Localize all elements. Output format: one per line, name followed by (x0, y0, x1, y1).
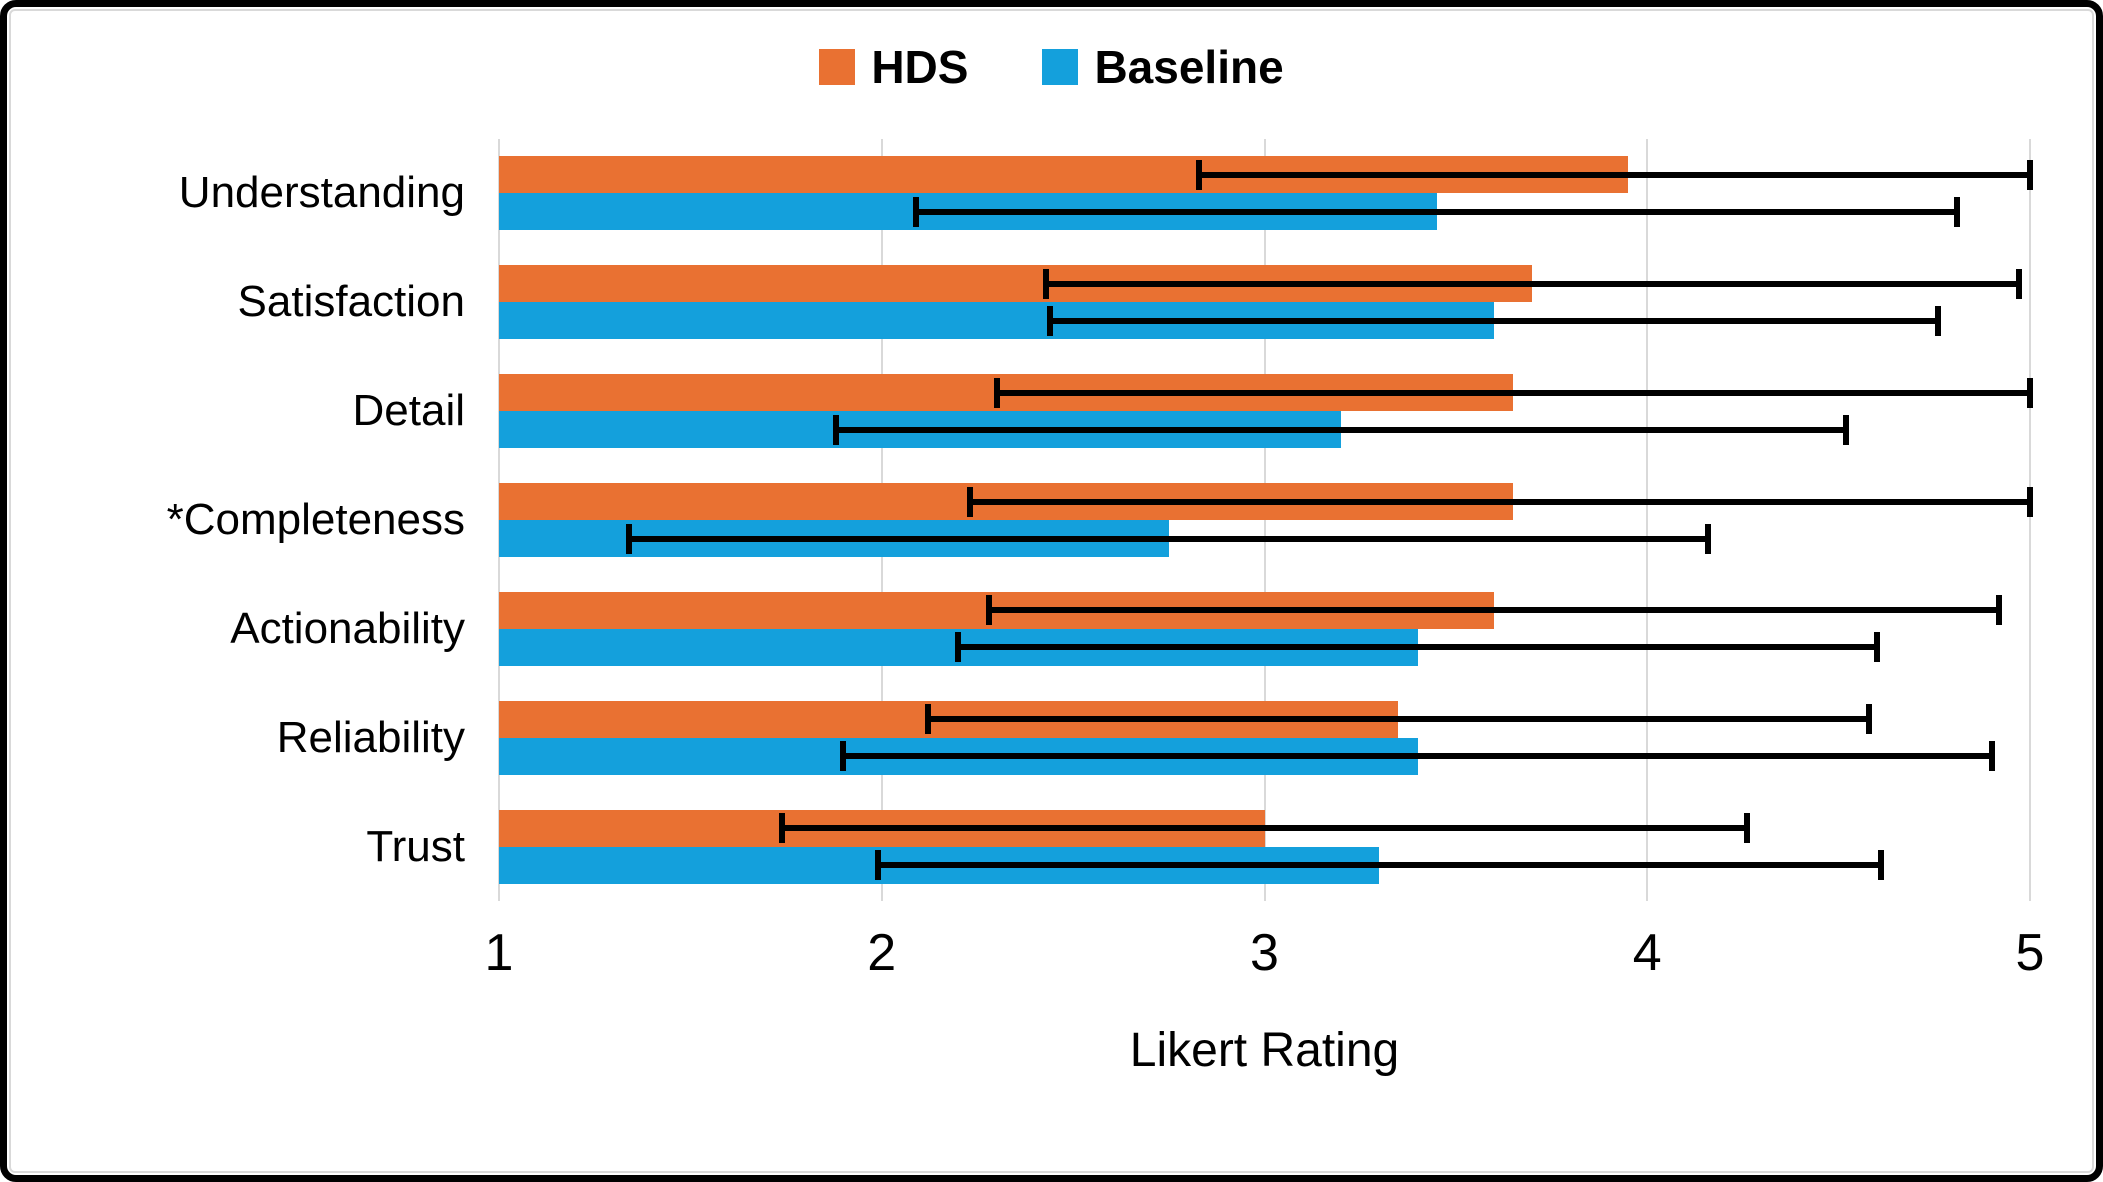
bar-track-hds (499, 700, 2030, 738)
error-cap-left (993, 377, 1000, 408)
error-cap-left (840, 741, 847, 772)
error-cap-left (1047, 305, 1054, 336)
category-label: Actionability (230, 603, 465, 653)
category-label: *Completeness (166, 495, 465, 544)
bar-track-hds (499, 591, 2030, 629)
error-cap-right (1743, 813, 1750, 844)
category-row: Reliability (277, 683, 2030, 792)
error-cap-right (1954, 196, 1961, 227)
error-cap-left (626, 523, 633, 554)
bar-track-baseline (499, 411, 2030, 449)
x-axis-title: Likert Rating (1129, 1024, 1400, 1077)
bar-track-baseline (499, 737, 2030, 775)
error-cap-right (1877, 850, 1884, 881)
error-cap-left (1196, 159, 1203, 190)
category-row: Satisfaction (238, 248, 2030, 357)
category-row: Actionability (230, 574, 2030, 683)
error-cap-left (966, 486, 973, 517)
error-cap-right (2015, 268, 2022, 299)
error-cap-right (2026, 377, 2033, 408)
error-bar-hds (993, 377, 2033, 408)
bar-track-baseline (499, 846, 2030, 884)
error-cap-right (1996, 595, 2003, 626)
bar-track-hds (499, 156, 2033, 194)
legend-item-hds: HDS (819, 44, 968, 90)
error-cap-right (2026, 486, 2033, 517)
chart-area: Understanding Satisfaction Detail *Complete… (167, 139, 2045, 1077)
error-cap-right (1935, 305, 1942, 336)
bar-rows: Understanding Satisfaction Detail *Complete… (167, 139, 2033, 901)
bar-track-hds (499, 265, 2030, 303)
bar-track-baseline (499, 628, 2030, 666)
bar-track-hds (499, 809, 2030, 847)
error-bar-hds (1043, 268, 2022, 299)
gridline-3 (1263, 139, 1266, 901)
legend-item-baseline: Baseline (1042, 41, 1284, 93)
error-bar-baseline (832, 414, 1850, 445)
error-cap-left (1043, 268, 1050, 299)
error-bar-baseline (913, 196, 1961, 227)
category-row: Detail (353, 357, 2033, 466)
chart-figure: HDS Baseline Understanding Satisfaction De… (11, 11, 2092, 1171)
error-cap-left (874, 850, 881, 881)
category-row: *Completeness (167, 466, 2033, 575)
error-bar-baseline (1047, 305, 1942, 336)
error-bar-hds (1196, 159, 2033, 190)
category-label: Trust (366, 821, 465, 871)
error-bar-hds (966, 486, 2033, 517)
bar-track-hds (499, 374, 2033, 412)
category-label: Satisfaction (237, 277, 465, 327)
plot-area: Understanding Satisfaction Detail *Complete… (167, 139, 2033, 901)
bar-track-baseline (499, 302, 2030, 340)
x-tick-label-5: 5 (2015, 924, 2045, 982)
error-cap-left (832, 414, 839, 445)
error-cap-right (1988, 741, 1995, 772)
error-cap-right (1843, 414, 1850, 445)
error-cap-left (924, 704, 931, 735)
error-cap-left (955, 632, 962, 663)
category-label: Detail (352, 386, 466, 436)
error-bar-baseline (840, 741, 1995, 772)
category-row: Trust (366, 792, 2030, 901)
gridline-4 (1646, 139, 1649, 901)
legend: HDS Baseline (11, 37, 2092, 97)
error-cap-left (985, 595, 992, 626)
error-bar-baseline (874, 850, 1884, 881)
baseline-color-swatch (1042, 49, 1079, 85)
bar-track-baseline (499, 193, 2030, 231)
error-bar-hds (924, 704, 1873, 735)
x-tick-label-2: 2 (867, 924, 897, 982)
bar-track-baseline (499, 520, 2030, 557)
legend-label-hds: HDS (871, 41, 969, 93)
error-cap-right (2026, 159, 2033, 190)
category-row: Understanding (179, 139, 2033, 248)
x-tick-label-3: 3 (1250, 924, 1279, 982)
error-cap-left (779, 813, 786, 844)
bar-track-hds (499, 483, 2033, 520)
error-cap-left (913, 196, 920, 227)
error-cap-right (1866, 704, 1873, 735)
x-tick-label-4: 4 (1632, 924, 1662, 982)
category-label: Understanding (178, 168, 465, 218)
error-bar-hds (779, 813, 1750, 844)
x-axis-ticks: 1 2 3 4 5 (485, 924, 2045, 997)
category-label: Reliability (276, 712, 465, 762)
error-bar-baseline (626, 523, 1712, 554)
hds-color-swatch (819, 49, 856, 85)
error-cap-right (1873, 632, 1880, 663)
legend-label-baseline: Baseline (1094, 41, 1284, 93)
error-bar-baseline (955, 632, 1880, 663)
chart-border (9, 9, 2094, 1173)
error-cap-right (1705, 523, 1712, 554)
gridline-5 (2029, 139, 2031, 901)
error-bar-hds (985, 595, 2003, 626)
x-tick-label-1: 1 (484, 924, 514, 982)
